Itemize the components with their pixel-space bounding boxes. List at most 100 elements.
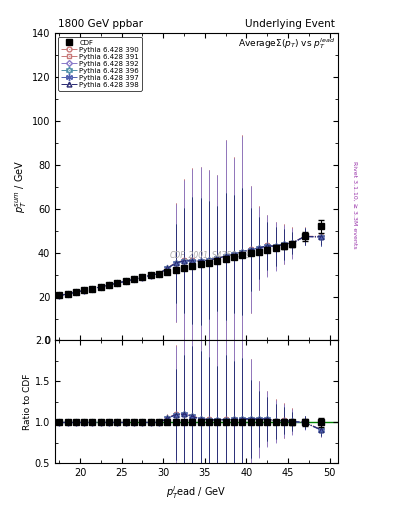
Pythia 6.428 390 bbox=[231, 251, 236, 257]
Pythia 6.428 390 bbox=[98, 284, 103, 290]
Pythia 6.428 398 bbox=[215, 255, 220, 262]
Pythia 6.428 391 bbox=[281, 241, 286, 247]
Pythia 6.428 392 bbox=[149, 272, 153, 279]
Text: CDF_2001_S4751469: CDF_2001_S4751469 bbox=[170, 250, 252, 259]
Pythia 6.428 397 bbox=[90, 286, 95, 292]
Pythia 6.428 391 bbox=[223, 253, 228, 259]
Pythia 6.428 392 bbox=[231, 251, 236, 258]
Pythia 6.428 398 bbox=[231, 251, 236, 257]
Pythia 6.428 396 bbox=[190, 258, 195, 264]
Pythia 6.428 398 bbox=[207, 257, 211, 263]
Pythia 6.428 392 bbox=[115, 280, 120, 286]
Pythia 6.428 397 bbox=[98, 284, 103, 290]
Pythia 6.428 397 bbox=[182, 258, 186, 264]
Pythia 6.428 391 bbox=[82, 287, 86, 293]
Pythia 6.428 391 bbox=[140, 274, 145, 281]
Pythia 6.428 392 bbox=[132, 276, 136, 283]
Pythia 6.428 396 bbox=[290, 240, 295, 246]
Pythia 6.428 396 bbox=[302, 233, 307, 240]
Pythia 6.428 397 bbox=[132, 276, 136, 282]
Pythia 6.428 391 bbox=[157, 270, 162, 276]
Pythia 6.428 397 bbox=[198, 258, 203, 264]
Pythia 6.428 398 bbox=[190, 258, 195, 264]
Pythia 6.428 398 bbox=[257, 245, 261, 251]
Pythia 6.428 398 bbox=[281, 241, 286, 247]
Pythia 6.428 397 bbox=[207, 257, 211, 263]
Pythia 6.428 390 bbox=[281, 241, 286, 247]
Pythia 6.428 396 bbox=[257, 245, 261, 251]
Pythia 6.428 392 bbox=[319, 234, 324, 241]
Pythia 6.428 392 bbox=[157, 271, 162, 277]
Pythia 6.428 397 bbox=[223, 253, 228, 259]
Pythia 6.428 396 bbox=[90, 286, 95, 292]
Pythia 6.428 390 bbox=[57, 292, 62, 298]
Pythia 6.428 390 bbox=[240, 248, 244, 254]
Line: Pythia 6.428 392: Pythia 6.428 392 bbox=[57, 234, 323, 298]
Pythia 6.428 397 bbox=[173, 260, 178, 266]
Line: Pythia 6.428 396: Pythia 6.428 396 bbox=[56, 233, 325, 299]
Pythia 6.428 392 bbox=[273, 244, 278, 250]
Pythia 6.428 397 bbox=[273, 243, 278, 249]
Pythia 6.428 398 bbox=[173, 260, 178, 266]
Pythia 6.428 390 bbox=[223, 253, 228, 259]
Pythia 6.428 397 bbox=[290, 240, 295, 246]
Pythia 6.428 396 bbox=[165, 265, 170, 271]
Pythia 6.428 397 bbox=[149, 272, 153, 279]
Pythia 6.428 396 bbox=[231, 251, 236, 257]
Pythia 6.428 398 bbox=[273, 243, 278, 249]
Pythia 6.428 396 bbox=[82, 287, 86, 293]
Pythia 6.428 391 bbox=[190, 258, 195, 264]
Pythia 6.428 396 bbox=[248, 247, 253, 253]
Legend: CDF, Pythia 6.428 390, Pythia 6.428 391, Pythia 6.428 392, Pythia 6.428 396, Pyt: CDF, Pythia 6.428 390, Pythia 6.428 391,… bbox=[59, 37, 142, 91]
Pythia 6.428 390 bbox=[182, 258, 186, 264]
Pythia 6.428 390 bbox=[198, 258, 203, 264]
Pythia 6.428 397 bbox=[165, 265, 170, 271]
Pythia 6.428 396 bbox=[223, 253, 228, 259]
Pythia 6.428 392 bbox=[207, 257, 211, 263]
Pythia 6.428 391 bbox=[290, 240, 295, 246]
Pythia 6.428 391 bbox=[319, 234, 324, 241]
Pythia 6.428 392 bbox=[140, 274, 145, 281]
Pythia 6.428 390 bbox=[265, 242, 270, 248]
Pythia 6.428 391 bbox=[302, 233, 307, 239]
Pythia 6.428 392 bbox=[173, 260, 178, 266]
Text: Average$\Sigma(p_{T})$ vs $p_{T}^{lead}$: Average$\Sigma(p_{T})$ vs $p_{T}^{lead}$ bbox=[238, 36, 335, 51]
Pythia 6.428 392 bbox=[290, 240, 295, 246]
Pythia 6.428 398 bbox=[65, 291, 70, 297]
Pythia 6.428 397 bbox=[57, 292, 62, 298]
Pythia 6.428 398 bbox=[157, 270, 162, 276]
Pythia 6.428 397 bbox=[65, 291, 70, 297]
Pythia 6.428 398 bbox=[140, 274, 145, 281]
Pythia 6.428 391 bbox=[173, 260, 178, 266]
Pythia 6.428 391 bbox=[123, 278, 128, 284]
Pythia 6.428 398 bbox=[132, 276, 136, 282]
Pythia 6.428 398 bbox=[115, 280, 120, 286]
Pythia 6.428 398 bbox=[123, 278, 128, 284]
Pythia 6.428 391 bbox=[57, 292, 62, 298]
Pythia 6.428 396 bbox=[273, 243, 278, 249]
Pythia 6.428 390 bbox=[190, 258, 195, 264]
Pythia 6.428 392 bbox=[223, 253, 228, 260]
Pythia 6.428 398 bbox=[73, 289, 78, 295]
Pythia 6.428 391 bbox=[73, 289, 78, 295]
Pythia 6.428 397 bbox=[215, 255, 220, 262]
Pythia 6.428 397 bbox=[281, 241, 286, 247]
Y-axis label: Ratio to CDF: Ratio to CDF bbox=[23, 374, 32, 430]
Pythia 6.428 391 bbox=[107, 282, 112, 288]
Pythia 6.428 396 bbox=[157, 270, 162, 276]
Pythia 6.428 397 bbox=[140, 274, 145, 281]
Pythia 6.428 398 bbox=[223, 253, 228, 259]
Pythia 6.428 390 bbox=[123, 278, 128, 284]
Pythia 6.428 398 bbox=[90, 286, 95, 292]
Pythia 6.428 391 bbox=[149, 272, 153, 279]
Pythia 6.428 398 bbox=[57, 292, 62, 298]
Pythia 6.428 390 bbox=[140, 274, 145, 281]
Text: 1800 GeV ppbar: 1800 GeV ppbar bbox=[58, 18, 143, 29]
Pythia 6.428 391 bbox=[273, 243, 278, 249]
Pythia 6.428 396 bbox=[107, 282, 112, 288]
Pythia 6.428 396 bbox=[207, 257, 211, 263]
Text: Underlying Event: Underlying Event bbox=[245, 18, 335, 29]
Pythia 6.428 391 bbox=[248, 246, 253, 252]
Pythia 6.428 392 bbox=[123, 279, 128, 285]
Pythia 6.428 398 bbox=[248, 247, 253, 253]
